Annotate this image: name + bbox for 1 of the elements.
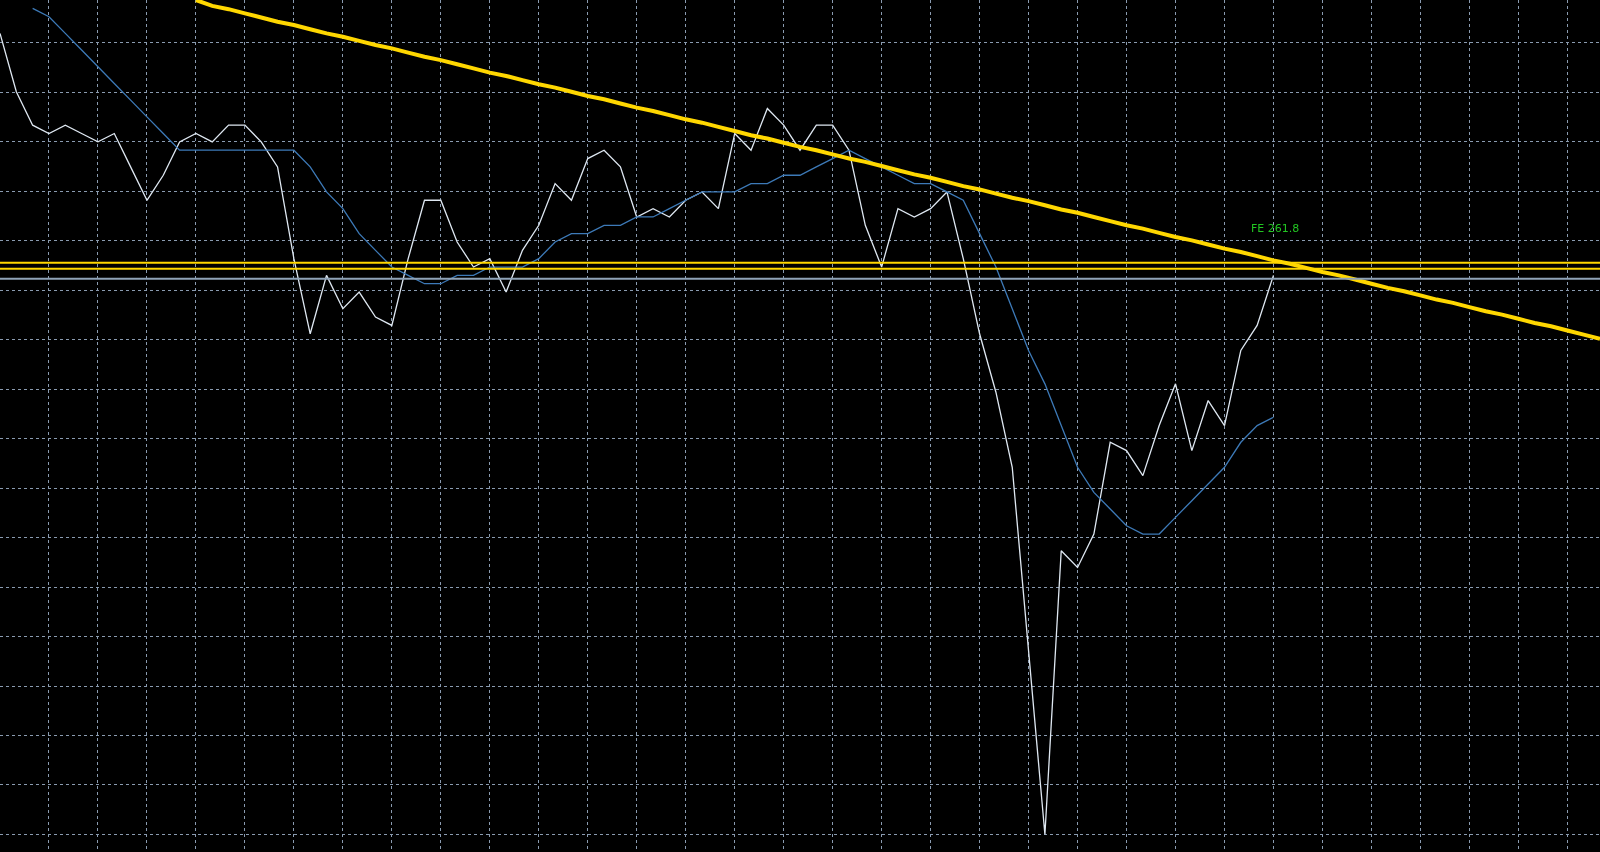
annotation: FE 261.8: [1251, 222, 1300, 235]
